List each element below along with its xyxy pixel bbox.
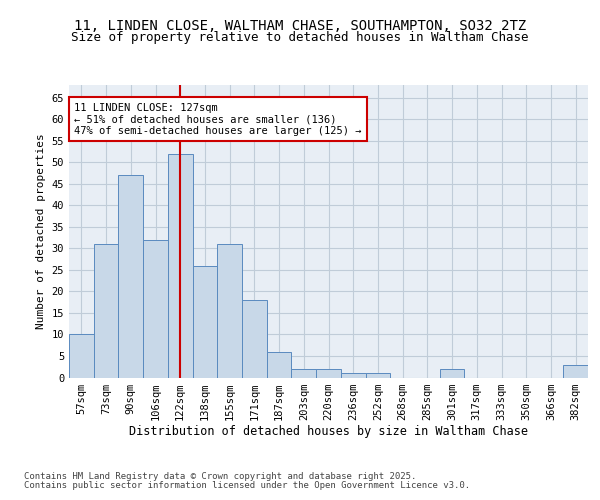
Bar xyxy=(341,373,365,378)
Bar xyxy=(316,369,341,378)
Bar xyxy=(563,364,588,378)
Text: Contains public sector information licensed under the Open Government Licence v3: Contains public sector information licen… xyxy=(24,481,470,490)
Bar xyxy=(193,266,217,378)
Bar xyxy=(292,369,316,378)
X-axis label: Distribution of detached houses by size in Waltham Chase: Distribution of detached houses by size … xyxy=(129,426,528,438)
Bar xyxy=(168,154,193,378)
Text: Size of property relative to detached houses in Waltham Chase: Size of property relative to detached ho… xyxy=(71,31,529,44)
Bar xyxy=(118,176,143,378)
Bar xyxy=(267,352,292,378)
Text: 11 LINDEN CLOSE: 127sqm
← 51% of detached houses are smaller (136)
47% of semi-d: 11 LINDEN CLOSE: 127sqm ← 51% of detache… xyxy=(74,102,362,136)
Y-axis label: Number of detached properties: Number of detached properties xyxy=(36,134,46,329)
Text: 11, LINDEN CLOSE, WALTHAM CHASE, SOUTHAMPTON, SO32 2TZ: 11, LINDEN CLOSE, WALTHAM CHASE, SOUTHAM… xyxy=(74,19,526,33)
Bar xyxy=(217,244,242,378)
Bar xyxy=(69,334,94,378)
Bar xyxy=(365,373,390,378)
Text: Contains HM Land Registry data © Crown copyright and database right 2025.: Contains HM Land Registry data © Crown c… xyxy=(24,472,416,481)
Bar xyxy=(143,240,168,378)
Bar xyxy=(242,300,267,378)
Bar xyxy=(94,244,118,378)
Bar xyxy=(440,369,464,378)
